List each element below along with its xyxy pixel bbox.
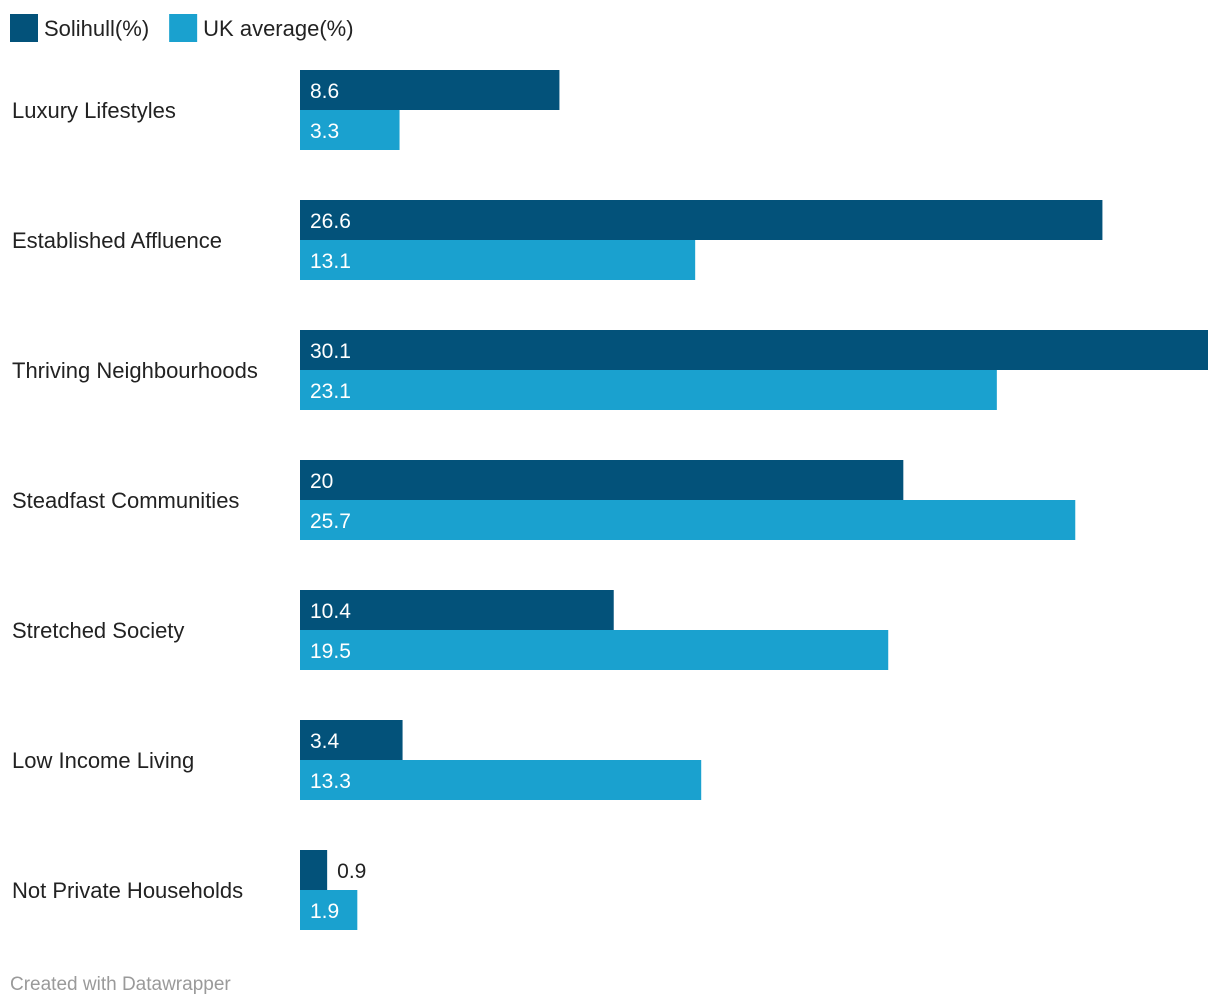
legend-swatch-solihull xyxy=(10,14,38,42)
category-label: Luxury Lifestyles xyxy=(12,98,176,123)
bar-uk-average-not-private-households xyxy=(300,890,358,930)
value-label: 23.1 xyxy=(310,380,351,403)
bar-uk-average-low-income-living xyxy=(300,760,702,800)
category-label: Stretched Society xyxy=(12,618,184,643)
legend: Solihull(%) UK average(%) xyxy=(10,14,354,42)
value-label: 3.3 xyxy=(310,120,339,143)
category-label: Established Affluence xyxy=(12,228,222,253)
category-label: Steadfast Communities xyxy=(12,488,239,513)
bar-uk-average-thriving-neighbourhoods xyxy=(300,370,997,410)
bar-solihull-low-income-living xyxy=(300,720,403,760)
bar-uk-average-established-affluence xyxy=(300,240,696,280)
legend-swatch-uk-average xyxy=(169,14,198,42)
category-label: Low Income Living xyxy=(12,748,194,773)
bars: Luxury Lifestyles 8.6 3.3 Established Afflu… xyxy=(12,70,1208,930)
legend-label-uk-average: UK average(%) xyxy=(203,16,353,41)
bar-solihull-established-affluence xyxy=(300,200,1103,240)
bar-uk-average-luxury-lifestyles xyxy=(300,110,400,150)
value-label: 19.5 xyxy=(310,640,351,663)
bar-uk-average-steadfast-communities xyxy=(300,500,1076,540)
value-label: 8.6 xyxy=(310,80,339,103)
value-label: 3.4 xyxy=(310,730,340,753)
credit-text: Created with Datawrapper xyxy=(10,974,231,995)
value-label: 26.6 xyxy=(310,210,351,233)
category-label: Thriving Neighbourhoods xyxy=(12,358,258,383)
bar-solihull-thriving-neighbourhoods xyxy=(300,330,1208,370)
bar-solihull-luxury-lifestyles xyxy=(300,70,560,110)
value-label: 25.7 xyxy=(310,510,351,533)
value-label: 10.4 xyxy=(310,600,351,623)
bar-solihull-stretched-society xyxy=(300,590,614,630)
bar-uk-average-stretched-society xyxy=(300,630,889,670)
value-label: 20 xyxy=(310,470,333,493)
value-label: 13.3 xyxy=(310,770,351,793)
bar-solihull-steadfast-communities xyxy=(300,460,904,500)
value-label: 0.9 xyxy=(337,860,366,883)
value-label: 1.9 xyxy=(310,900,339,923)
bar-solihull-not-private-households xyxy=(300,850,328,890)
category-label: Not Private Households xyxy=(12,878,243,903)
value-label: 30.1 xyxy=(310,340,351,363)
value-label: 13.1 xyxy=(310,250,351,273)
legend-label-solihull: Solihull(%) xyxy=(44,16,149,41)
